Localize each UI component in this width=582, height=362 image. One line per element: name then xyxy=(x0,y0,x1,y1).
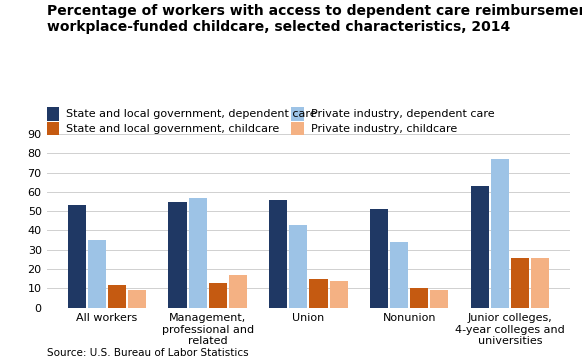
Bar xyxy=(269,199,288,308)
Bar xyxy=(430,290,449,308)
Text: Private industry, dependent care: Private industry, dependent care xyxy=(311,109,495,119)
Bar xyxy=(410,289,428,308)
Bar xyxy=(209,283,227,308)
Bar xyxy=(168,202,187,308)
Text: Source: U.S. Bureau of Labor Statistics: Source: U.S. Bureau of Labor Statistics xyxy=(47,348,248,358)
Bar xyxy=(491,159,509,308)
Bar xyxy=(229,275,247,308)
Bar xyxy=(108,285,126,308)
Text: State and local government, childcare: State and local government, childcare xyxy=(66,123,279,134)
Bar xyxy=(128,290,146,308)
Bar xyxy=(310,279,328,308)
Bar xyxy=(289,225,307,308)
Bar xyxy=(370,209,388,308)
Text: Percentage of workers with access to dependent care reimbursement accounts and
w: Percentage of workers with access to dep… xyxy=(47,4,582,34)
Text: State and local government, dependent care: State and local government, dependent ca… xyxy=(66,109,317,119)
Bar xyxy=(189,198,207,308)
Bar xyxy=(511,257,529,308)
Bar xyxy=(390,242,408,308)
Bar xyxy=(531,257,549,308)
Bar xyxy=(88,240,106,308)
Bar xyxy=(68,205,86,308)
Bar xyxy=(471,186,489,308)
Bar xyxy=(329,281,348,308)
Text: Private industry, childcare: Private industry, childcare xyxy=(311,123,457,134)
